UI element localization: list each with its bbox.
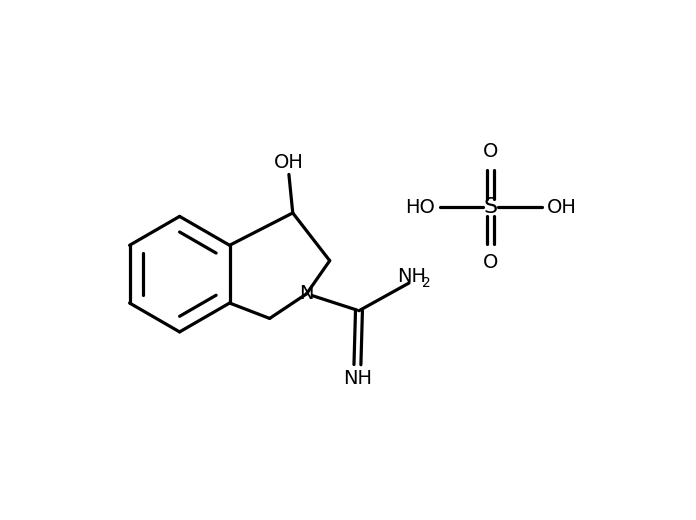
Text: O: O — [483, 142, 498, 161]
Text: 2: 2 — [422, 276, 431, 290]
Text: HO: HO — [405, 198, 435, 217]
Text: O: O — [483, 253, 498, 272]
Text: OH: OH — [546, 198, 576, 217]
Text: NH: NH — [343, 369, 372, 388]
Text: S: S — [484, 197, 498, 217]
Text: N: N — [299, 284, 314, 303]
Text: NH: NH — [397, 267, 426, 287]
Text: OH: OH — [274, 152, 304, 172]
